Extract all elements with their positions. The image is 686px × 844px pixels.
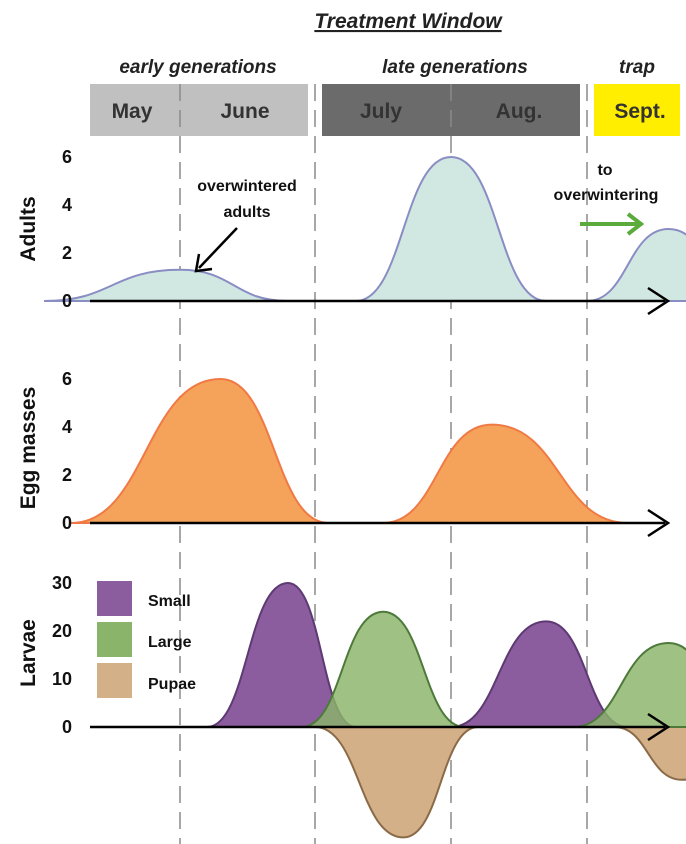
adults-tick-6: 6 [62, 147, 72, 167]
larvae-panel: Larvae 0 10 20 30 Small Large Pupae [17, 573, 686, 839]
trap-bar [594, 84, 680, 136]
adults-axis-arrowhead [647, 286, 671, 316]
month-label-sept: Sept. [614, 100, 665, 123]
month-label-june: June [220, 100, 269, 123]
egg-masses-series-area [71, 377, 628, 524]
eggs-tick-4: 4 [62, 417, 72, 437]
larvae-y-label: Larvae [17, 619, 40, 687]
phase-label-late: late generations [382, 57, 528, 78]
larvae-tick-10: 10 [52, 669, 72, 689]
egg-masses-panel: Egg masses 0 2 4 6 [17, 369, 671, 538]
early-generations-bar [90, 84, 308, 136]
legend-label-large: Large [148, 634, 192, 651]
larvae-tick-20: 20 [52, 621, 72, 641]
larvae-tick-0: 0 [62, 717, 72, 737]
legend-swatch-large [97, 622, 132, 657]
eggs-tick-0: 0 [62, 513, 72, 533]
month-label-may: May [112, 100, 153, 123]
adults-tick-0: 0 [62, 291, 72, 311]
larvae-tick-30: 30 [52, 573, 72, 593]
phase-label-early: early generations [119, 57, 276, 78]
month-label-aug: Aug. [496, 100, 543, 123]
larvae-legend: Small Large Pupae [97, 581, 196, 698]
legend-label-pupae: Pupae [148, 676, 196, 693]
eggs-tick-2: 2 [62, 465, 72, 485]
overwintered-arrowhead-icon [194, 253, 213, 273]
phase-label-trap: trap [619, 57, 655, 78]
figure-title: Treatment Window [314, 10, 503, 33]
pupae-series-area [314, 726, 686, 839]
legend-label-small: Small [148, 593, 191, 610]
egg-masses-curves [71, 377, 628, 524]
month-label-july: July [360, 100, 402, 123]
eggs-tick-6: 6 [62, 369, 72, 389]
adults-tick-2: 2 [62, 243, 72, 263]
adults-tick-4: 4 [62, 195, 72, 215]
larvae-curves [206, 581, 686, 839]
adults-curves [43, 155, 686, 302]
legend-swatch-small [97, 581, 132, 616]
adults-panel: Adults 0 2 4 6 overwintered adults to ov… [17, 147, 686, 316]
adults-series-area [43, 155, 686, 302]
to-overwintering-annotation-line2: overwintering [554, 187, 659, 204]
eggs-axis-arrowhead [647, 508, 671, 538]
to-overwintering-arrowhead-icon [626, 212, 645, 236]
adults-y-label: Adults [17, 196, 40, 261]
larvae-axis-arrowhead [647, 712, 671, 742]
overwintered-annotation-line1: overwintered [197, 178, 297, 195]
overwintered-arrow-icon [198, 227, 238, 269]
overwintered-annotation-line2: adults [223, 204, 270, 221]
legend-swatch-pupae [97, 663, 132, 698]
to-overwintering-annotation-line1: to [597, 162, 612, 179]
eggs-y-label: Egg masses [17, 387, 40, 510]
